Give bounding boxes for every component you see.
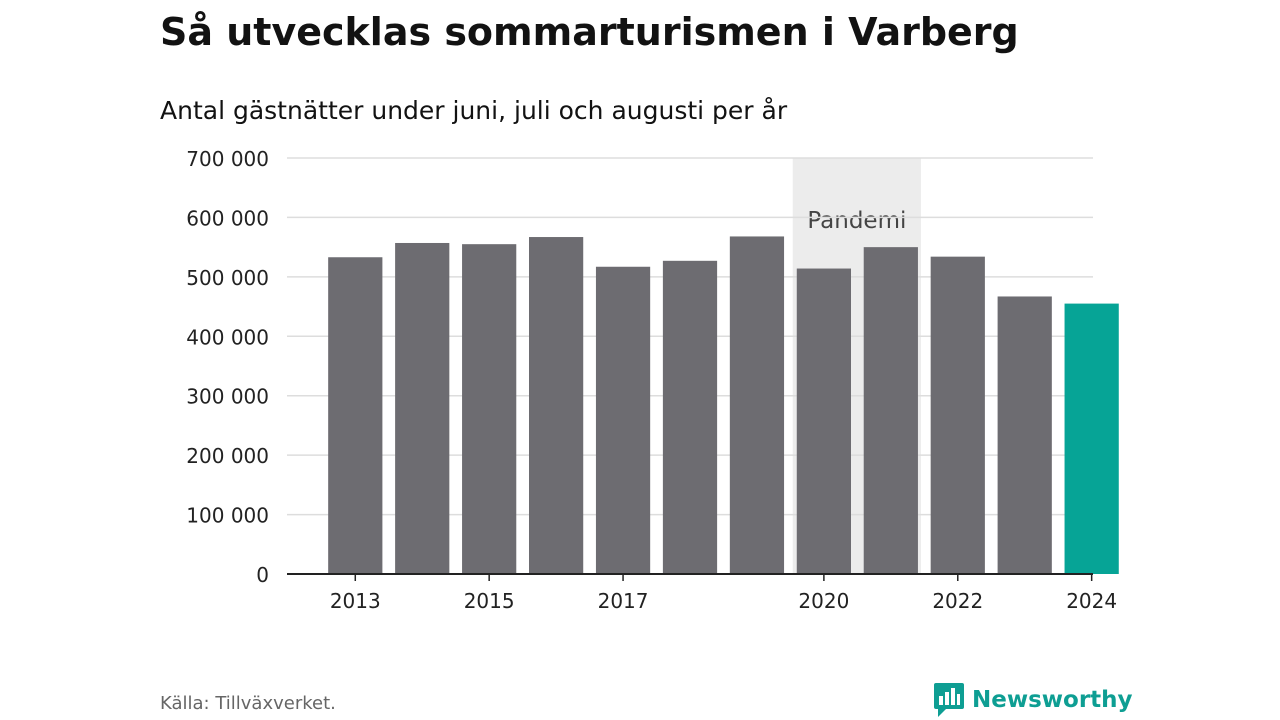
newsworthy-logo-icon — [934, 683, 964, 717]
bar-2013 — [328, 257, 383, 574]
bar-2024 — [1064, 303, 1119, 574]
y-tick-label: 500 000 — [186, 266, 269, 290]
bar-2023 — [997, 296, 1052, 574]
y-tick-label: 0 — [256, 563, 269, 587]
chart-subtitle: Antal gästnätter under juni, juli och au… — [160, 96, 788, 125]
brand-logo-area[interactable]: Newsworthy — [934, 682, 1133, 718]
bar-2014 — [395, 242, 450, 575]
bar-2019 — [729, 236, 785, 574]
bar-2020 — [796, 268, 851, 574]
bar-2017 — [595, 266, 651, 574]
bar-2018 — [662, 260, 718, 574]
y-tick-label: 200 000 — [186, 444, 269, 468]
y-tick-label: 100 000 — [186, 504, 269, 528]
y-tick-label: 600 000 — [186, 206, 269, 230]
y-tick-label: 700 000 — [186, 147, 269, 171]
x-tick-label: 2013 — [330, 589, 381, 613]
pandemic-label: Pandemi — [807, 208, 906, 234]
bar-2021 — [863, 247, 918, 574]
y-tick-label: 400 000 — [186, 325, 269, 349]
chart-title: Så utvecklas sommarturismen i Varberg — [160, 10, 1019, 54]
x-tick-label: 2024 — [1066, 589, 1117, 613]
x-tick-label: 2022 — [932, 589, 983, 613]
brand-name: Newsworthy — [972, 687, 1133, 713]
x-tick-label: 2015 — [464, 589, 515, 613]
x-tick-label: 2017 — [598, 589, 649, 613]
y-tick-label: 300 000 — [186, 385, 269, 409]
x-tick-label: 2020 — [798, 589, 849, 613]
bar-2016 — [529, 237, 584, 575]
source-note: Källa: Tillväxverket. — [160, 693, 336, 714]
bar-2015 — [462, 244, 517, 574]
bar-2022 — [930, 256, 985, 574]
